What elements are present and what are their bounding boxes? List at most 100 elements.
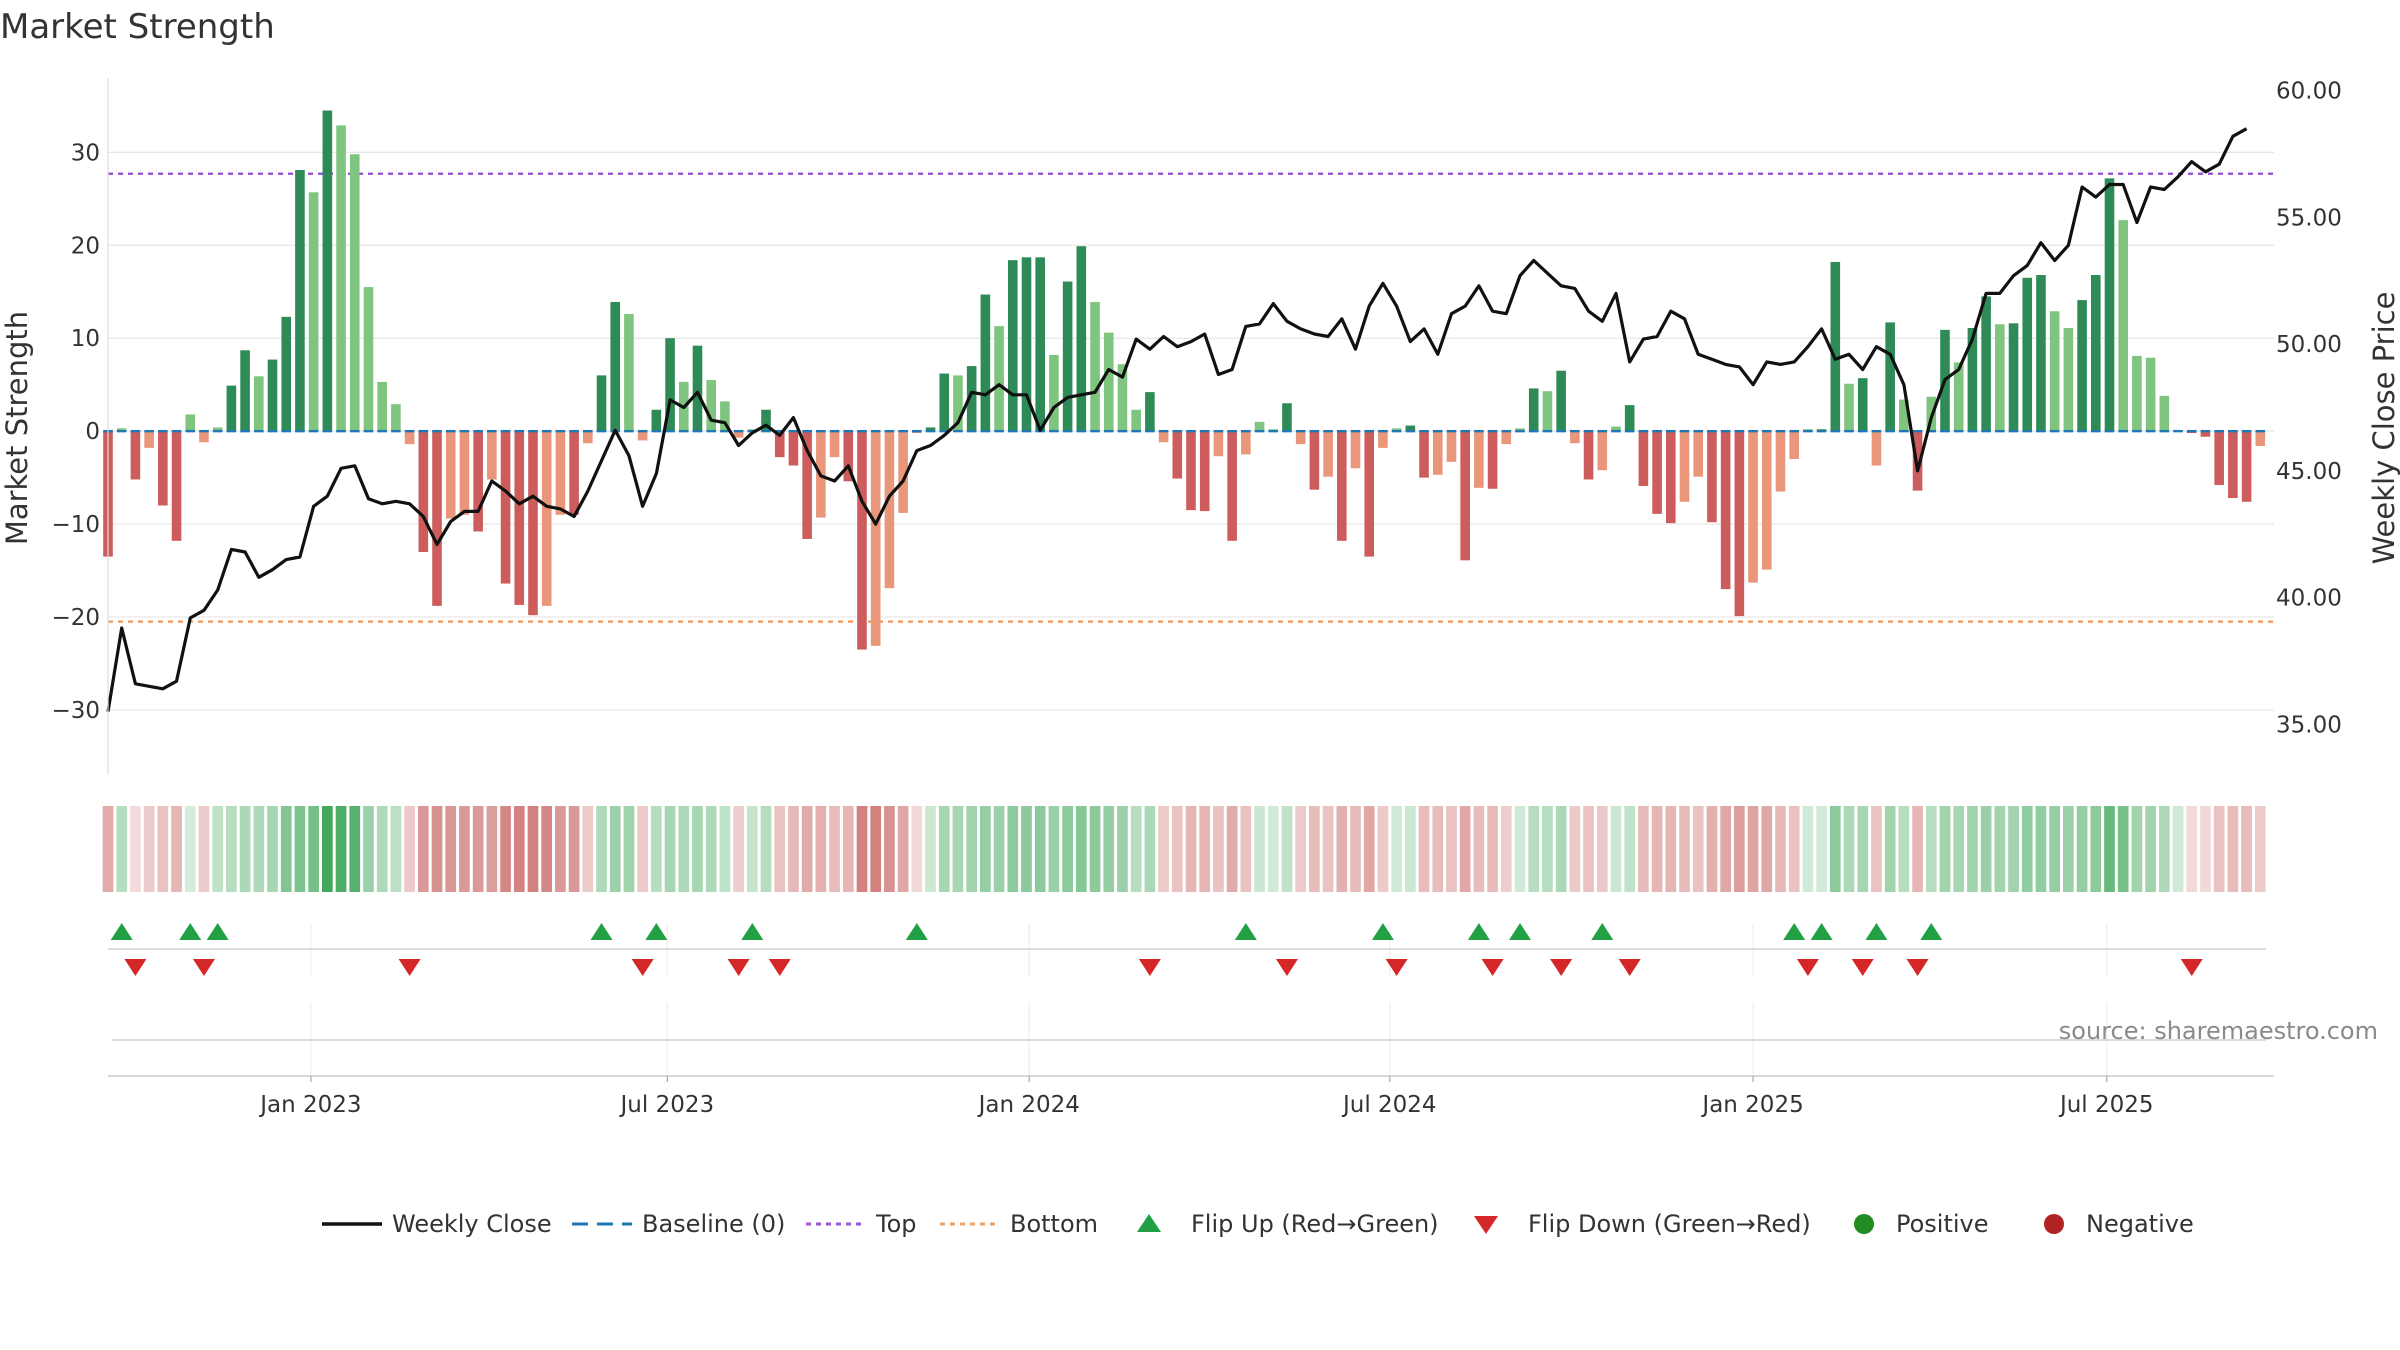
strength-bar [500,431,511,584]
heat-band-cell [1898,806,1910,892]
strength-bar [720,401,730,432]
flip-down-marker [1385,959,1408,976]
flip-up-marker [179,923,202,940]
flip-up-marker [741,923,764,940]
heat-band-cell [733,806,744,892]
heat-band-cell [1254,806,1265,892]
heat-band-cell [2035,806,2047,892]
strength-bar [1583,431,1594,480]
flip-up-marker [1371,923,1394,940]
y-tick-label-right: 45.00 [2276,459,2342,485]
chart-title: Market Strength [0,7,275,47]
heat-band-cell [157,806,169,892]
strength-bar [322,110,333,432]
heat-band-cell [1199,806,1211,892]
strength-bar [1953,362,1964,432]
heat-band-cell [1350,806,1361,892]
heat-band-cell [1734,806,1745,892]
strength-bar [1761,431,1772,570]
strength-bar [2049,311,2060,432]
heat-band-cell [2076,806,2088,892]
heat-band-cell [212,806,224,892]
flip-markers [108,923,2266,977]
heat-band-cell [1309,806,1320,892]
strength-bar [158,431,168,506]
y-tick-label-left: 20 [71,233,100,259]
strength-bar [1624,405,1635,432]
strength-bar [1323,431,1333,477]
strength-bar [1419,431,1429,478]
strength-bar [487,431,497,480]
legend-item: Positive [1854,1210,1989,1238]
heat-band-cell [1706,806,1718,892]
heat-band-cell [1446,806,1457,892]
heat-band-cell [1980,806,1992,892]
strength-bar [541,431,552,606]
legend-swatch-triangle-down [1474,1216,1498,1234]
strength-bar [2090,275,2101,432]
strength-bar [925,427,936,432]
heat-band-cell [1487,806,1498,892]
strength-bar [2022,277,2033,432]
x-tick-label: Jan 2024 [977,1092,1080,1118]
strength-bar [1515,428,1525,432]
flip-down-marker [1851,959,1874,976]
heat-band-cell [1788,806,1800,892]
strength-bar [2036,275,2046,432]
heat-band-cell [2117,806,2129,892]
heat-band-cell [760,806,772,892]
strength-bar [1062,281,1073,432]
strength-bar [1885,322,1895,432]
strength-bar [610,301,621,432]
heat-band-cell [1747,806,1759,892]
strength-bar [1405,425,1416,432]
heat-band-cell [925,806,936,892]
strength-bar [1899,399,1909,432]
heat-band-cell [1569,806,1581,892]
heat-band-cell [349,806,361,892]
heat-band-cell [1857,806,1869,892]
strength-bar [706,380,716,432]
strength-bar [253,376,264,432]
heat-band-cell [253,806,265,892]
heat-band-cell [1158,806,1169,892]
heat-band-cell [1130,806,1142,892]
strength-bar [418,431,429,552]
strength-bar [391,404,401,432]
legend-label: Bottom [1010,1210,1098,1238]
heat-band-cell [2049,806,2061,892]
heat-band-cell [198,806,210,892]
strength-bar [1103,332,1114,432]
strength-bar [185,414,196,432]
strength-bar [624,314,634,432]
heat-band-cell [1624,806,1636,892]
y-tick-label-right: 60.00 [2276,79,2342,105]
heat-band-cell [1679,806,1690,892]
x-tick-label: Jan 2023 [258,1092,361,1118]
strength-bar [1350,431,1361,469]
strength-bar [555,431,566,515]
legend-swatch-circle [1854,1214,1874,1234]
strength-bar [1638,431,1649,486]
flip-down-marker [631,959,654,976]
flip-up-marker [1591,923,1614,940]
heat-band-cell [1103,806,1115,892]
heat-band-cell [1062,806,1073,892]
strength-bar [1021,257,1032,432]
heat-band-cell [801,806,813,892]
flip-down-marker [398,959,421,976]
heat-band-cell [1925,806,1937,892]
strength-bar [2118,220,2129,432]
strength-bar [1474,431,1484,488]
strength-bar [2200,431,2211,437]
heat-band-cell [815,806,827,892]
flip-down-marker [727,959,750,976]
heat-band-cell [1322,806,1334,892]
heat-band-cell [1720,806,1731,892]
legend-swatch-triangle-up [1137,1214,1161,1232]
heat-band-cell [1596,806,1608,892]
heat-band-cell [842,806,854,892]
strength-bar [665,338,675,432]
legend-item: Top [806,1210,917,1238]
strength-bar [870,431,881,646]
